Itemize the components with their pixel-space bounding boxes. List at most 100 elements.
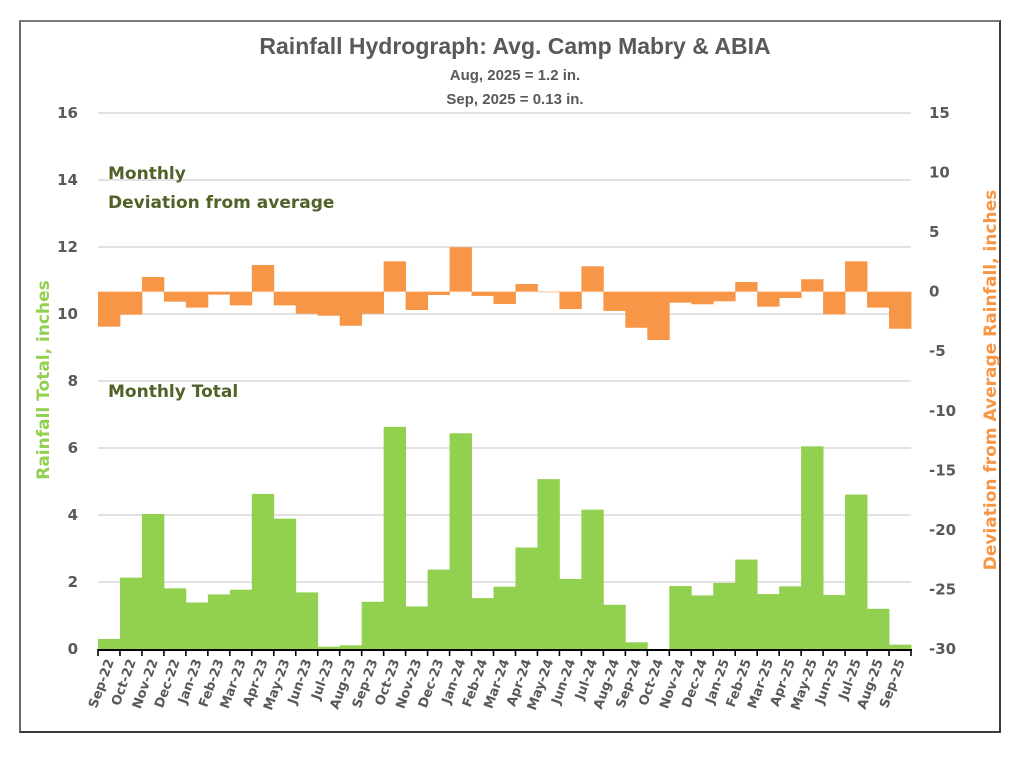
left-tick-label: 12 <box>57 238 78 256</box>
right-tick-label: -5 <box>929 342 946 360</box>
right-tick-label: -15 <box>929 461 956 479</box>
left-tick-label: 6 <box>68 439 78 457</box>
deviation-bar-aug-23 <box>339 291 363 326</box>
total-bar-sep-22 <box>98 638 121 649</box>
deviation-bar-jun-25 <box>823 291 846 315</box>
left-tick-label: 14 <box>57 171 78 189</box>
total-bar-feb-23 <box>207 594 231 649</box>
deviation-bar-jul-24 <box>581 266 604 292</box>
chart-subtitle-aug: Aug, 2025 = 1.2 in. <box>450 67 580 84</box>
right-axis-label: Deviation from Average Rainfall, inches <box>981 190 1001 571</box>
total-bar-jun-23 <box>295 592 319 649</box>
deviation-bar-apr-24 <box>515 284 538 292</box>
total-bar-apr-25 <box>779 586 802 649</box>
deviation-bar-nov-22 <box>141 277 165 292</box>
deviation-bar-jul-25 <box>845 261 868 292</box>
right-tick-label: -20 <box>929 521 956 539</box>
deviation-bar-may-24 <box>537 291 560 293</box>
deviation-bar-mar-24 <box>493 291 516 305</box>
total-bar-jan-24 <box>449 433 472 649</box>
total-bar-may-23 <box>273 518 297 649</box>
total-bar-nov-23 <box>405 606 428 649</box>
deviation-bar-nov-23 <box>405 291 428 311</box>
total-bar-feb-25 <box>735 559 758 649</box>
total-bar-apr-23 <box>251 493 275 649</box>
total-bar-mar-23 <box>229 589 253 649</box>
total-bar-jun-25 <box>823 595 846 649</box>
deviation-bar-may-23 <box>273 291 297 306</box>
deviation-bar-jun-23 <box>295 291 319 314</box>
total-bar-oct-22 <box>119 577 143 649</box>
left-axis-label: Rainfall Total, inches <box>34 280 54 480</box>
right-tick-label: -25 <box>929 580 956 598</box>
left-axis-ticks: 0 2 4 6 8 10 12 14 16 <box>57 104 78 658</box>
total-bar-mar-24 <box>493 586 516 649</box>
deviation-bar-mar-25 <box>757 291 780 307</box>
deviation-bar-oct-24 <box>647 291 670 341</box>
total-bar-sep-23 <box>361 601 385 649</box>
deviation-bar-jun-24 <box>559 291 582 310</box>
total-bar-jul-25 <box>845 494 868 649</box>
right-tick-label: -30 <box>929 640 956 658</box>
right-axis-ticks: -30 -25 -20 -15 -10 -5 0 5 10 15 <box>929 104 956 658</box>
deviation-bar-jan-23 <box>185 291 209 308</box>
total-bar-may-25 <box>801 446 824 649</box>
deviation-bar-feb-24 <box>471 291 494 296</box>
deviation-bar-aug-24 <box>603 291 626 311</box>
total-bar-nov-22 <box>141 513 165 649</box>
total-bar-jan-25 <box>713 583 736 649</box>
deviation-bar-oct-22 <box>119 291 143 315</box>
deviation-bar-feb-23 <box>207 291 231 295</box>
right-tick-label: 15 <box>929 104 950 122</box>
x-axis-ticks: Sep-22Oct-22Nov-22Dec-22Jan-23Feb-23Mar-… <box>86 657 909 712</box>
deviation-bar-dec-22 <box>163 291 187 302</box>
left-tick-label: 8 <box>68 372 78 390</box>
left-tick-label: 2 <box>68 573 78 591</box>
deviation-bar-nov-24 <box>669 291 692 303</box>
total-bar-sep-24 <box>625 642 648 649</box>
total-bar-jun-24 <box>559 578 582 649</box>
left-tick-label: 0 <box>68 640 78 658</box>
right-tick-label: 10 <box>929 164 950 182</box>
deviation-bars <box>98 247 912 341</box>
total-bar-oct-23 <box>383 426 407 649</box>
deviation-bar-oct-23 <box>383 261 407 292</box>
left-tick-label: 4 <box>68 506 78 524</box>
total-bar-sep-25 <box>889 644 912 649</box>
deviation-bar-jan-25 <box>713 291 736 302</box>
total-bar-apr-24 <box>515 547 538 649</box>
total-bars <box>98 426 912 649</box>
total-bar-jul-24 <box>581 509 604 649</box>
total-bar-nov-24 <box>669 586 692 649</box>
chart-subtitle-sep: Sep, 2025 = 0.13 in. <box>446 91 583 108</box>
left-tick-label: 16 <box>57 104 78 122</box>
deviation-bar-sep-22 <box>98 291 121 327</box>
total-bar-feb-24 <box>471 598 494 649</box>
total-bar-aug-24 <box>603 604 626 649</box>
deviation-bar-apr-23 <box>251 264 275 292</box>
legend-deviation-line1: Monthly <box>108 164 186 184</box>
deviation-bar-feb-25 <box>735 282 758 292</box>
total-bar-aug-25 <box>867 608 890 649</box>
chart-frame <box>19 20 1001 733</box>
left-tick-label: 10 <box>57 305 78 323</box>
deviation-bar-dec-23 <box>427 291 450 296</box>
deviation-bar-sep-25 <box>889 291 912 329</box>
legend-monthly-total: Monthly Total <box>108 382 238 402</box>
deviation-bar-sep-24 <box>625 291 648 328</box>
axes <box>97 649 912 656</box>
total-bar-aug-23 <box>339 645 363 649</box>
total-bar-may-24 <box>537 479 560 649</box>
deviation-bar-sep-23 <box>361 291 385 314</box>
total-bar-jan-23 <box>185 602 209 649</box>
total-bar-dec-24 <box>691 595 714 649</box>
total-bar-mar-25 <box>757 594 780 649</box>
deviation-bar-jul-23 <box>317 291 341 316</box>
chart-title: Rainfall Hydrograph: Avg. Camp Mabry & A… <box>259 33 770 59</box>
deviation-bar-aug-25 <box>867 291 890 308</box>
right-tick-label: -10 <box>929 402 956 420</box>
legend-deviation-line2: Deviation from average <box>108 193 334 213</box>
right-tick-label: 5 <box>929 223 939 241</box>
deviation-bar-dec-24 <box>691 291 714 305</box>
